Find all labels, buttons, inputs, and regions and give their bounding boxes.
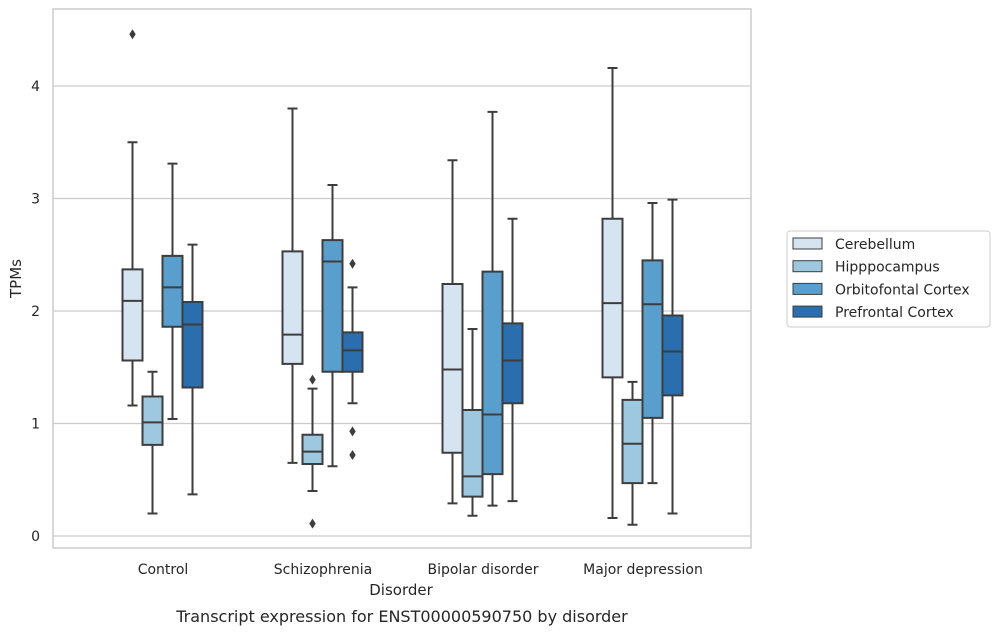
iqr-box xyxy=(441,283,464,454)
box-0-0 xyxy=(121,29,144,407)
box-3-0 xyxy=(601,67,624,519)
x-tick-label: Control xyxy=(138,562,189,578)
box-0-2 xyxy=(161,162,184,420)
y-tick-label: 2 xyxy=(31,304,40,320)
x-axis-title: Disorder xyxy=(369,581,433,599)
x-tick-label: Major depression xyxy=(583,562,703,578)
legend-swatch xyxy=(792,237,823,250)
y-tick-label: 4 xyxy=(31,79,40,95)
legend-swatch xyxy=(792,260,823,273)
outlier-point xyxy=(129,29,136,40)
box-3-2 xyxy=(641,202,664,485)
legend-swatch xyxy=(792,282,823,295)
iqr-box xyxy=(181,301,204,389)
iqr-box xyxy=(161,254,184,328)
box-1-1 xyxy=(301,374,324,529)
box-1-2 xyxy=(321,184,344,468)
iqr-box xyxy=(341,331,364,373)
box-3-3 xyxy=(661,198,684,515)
iqr-box xyxy=(601,217,624,379)
x-tick-label: Schizophrenia xyxy=(274,562,372,578)
legend: Cerebellum Hipppocampus Orbitofontal Corte… xyxy=(786,230,991,328)
legend-label: Hipppocampus xyxy=(835,260,940,276)
legend-label: Cerebellum xyxy=(835,237,915,253)
box-2-3 xyxy=(501,217,524,503)
legend-swatch xyxy=(792,305,823,318)
outlier-point xyxy=(349,426,356,437)
box-0-1 xyxy=(141,370,164,515)
outlier-point xyxy=(349,258,356,269)
box-2-1 xyxy=(461,328,484,517)
iqr-box xyxy=(661,314,684,397)
box-1-3 xyxy=(341,258,364,460)
legend-frame xyxy=(786,230,991,328)
figure-caption: Transcript expression for ENST0000059075… xyxy=(175,607,628,626)
box-1-0 xyxy=(281,107,304,464)
y-tick-label: 3 xyxy=(31,192,40,208)
boxes xyxy=(121,29,684,529)
outlier-point xyxy=(309,374,316,385)
iqr-box xyxy=(301,433,324,465)
outlier-point xyxy=(309,518,316,529)
legend-label: Prefrontal Cortex xyxy=(835,305,954,321)
iqr-box xyxy=(501,322,524,405)
y-tick-labels: 0 1 2 3 4 xyxy=(31,79,40,545)
iqr-box xyxy=(641,259,664,419)
legend-label: Orbitofontal Cortex xyxy=(835,282,970,298)
box-2-2 xyxy=(481,110,504,507)
y-tick-label: 0 xyxy=(31,529,40,545)
box-2-0 xyxy=(441,159,464,505)
iqr-box xyxy=(121,268,144,362)
y-axis-title: TPMs xyxy=(7,259,25,299)
x-tick-labels: Control Schizophrenia Bipolar disorder Majo… xyxy=(138,562,703,578)
plot-area-frame xyxy=(52,8,752,549)
y-tick-label: 1 xyxy=(31,417,40,433)
iqr-box xyxy=(281,250,304,365)
x-tick-label: Bipolar disorder xyxy=(427,562,538,578)
iqr-box xyxy=(141,395,164,446)
box-0-3 xyxy=(181,243,204,496)
iqr-box xyxy=(461,409,484,498)
box-3-1 xyxy=(621,380,644,526)
outlier-point xyxy=(349,450,356,460)
iqr-box xyxy=(621,398,644,485)
iqr-box xyxy=(481,270,504,476)
legend-items: Cerebellum Hipppocampus Orbitofontal Corte… xyxy=(792,237,970,321)
iqr-box xyxy=(321,239,344,373)
